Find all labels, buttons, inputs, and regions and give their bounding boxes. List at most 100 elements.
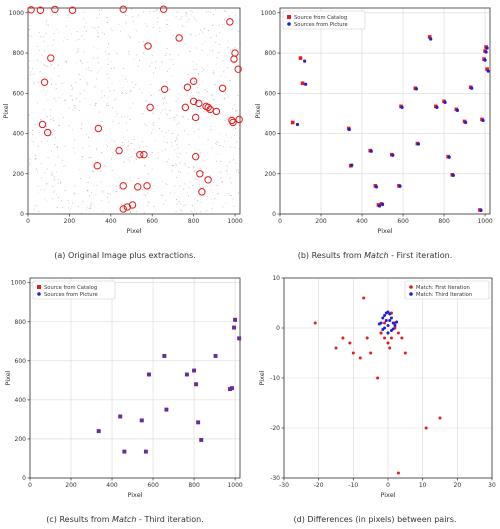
noise-dot <box>74 105 76 106</box>
noise-dot <box>233 135 235 136</box>
noise-dot <box>108 105 110 106</box>
noise-dot <box>177 98 179 100</box>
noise-dot <box>131 155 133 157</box>
noise-dot <box>159 128 161 130</box>
extraction-circle <box>231 49 239 57</box>
noise-dot <box>224 10 225 12</box>
noise-dot <box>107 193 109 195</box>
picture-point <box>443 100 447 104</box>
noise-dot <box>108 43 110 45</box>
noise-dot <box>154 108 156 110</box>
noise-dot <box>103 33 105 35</box>
noise-dot <box>54 144 56 145</box>
noise-dot <box>238 172 240 173</box>
first-iteration-point <box>365 336 369 340</box>
noise-dot <box>118 122 120 124</box>
noise-dot <box>37 185 39 187</box>
noise-dot <box>167 183 169 185</box>
picture-point <box>347 127 351 132</box>
noise-dot <box>108 77 110 79</box>
noise-dot <box>227 67 229 69</box>
noise-dot <box>210 129 212 131</box>
noise-dot <box>47 157 49 158</box>
third-iteration-point <box>377 322 381 326</box>
y-tick-label: 1000 <box>261 10 276 17</box>
picture-point <box>479 208 483 212</box>
noise-dot <box>105 166 107 168</box>
noise-dot <box>169 110 171 112</box>
picture-point <box>380 202 385 206</box>
noise-dot <box>236 141 238 143</box>
extraction-circle <box>230 55 238 63</box>
extraction-circle <box>181 103 190 112</box>
noise-dot <box>215 35 217 37</box>
noise-dot <box>52 174 54 176</box>
extraction-circle <box>68 6 77 14</box>
noise-dot <box>128 141 130 143</box>
noise-dot <box>210 94 212 96</box>
noise-dot <box>220 172 222 174</box>
noise-dot <box>29 163 31 165</box>
noise-dot <box>162 180 164 182</box>
first-iteration-point <box>376 376 380 380</box>
extraction-circle <box>119 5 127 13</box>
noise-dot <box>223 71 225 73</box>
noise-dot <box>68 202 70 204</box>
noise-dot <box>185 127 187 129</box>
noise-dot <box>215 84 217 86</box>
noise-dot <box>123 161 125 163</box>
noise-dot <box>221 181 223 183</box>
first-iteration-point <box>348 341 352 345</box>
series-0 <box>313 296 442 475</box>
noise-dot <box>130 8 132 10</box>
noise-dot <box>228 79 230 81</box>
noise-dot <box>61 83 63 84</box>
noise-dot <box>180 153 182 155</box>
noise-dot <box>182 116 184 118</box>
noise-dot <box>194 19 196 21</box>
extraction-circle <box>119 182 127 190</box>
noise-dot <box>62 159 63 161</box>
noise-dot <box>234 14 236 16</box>
noise-dot <box>115 191 117 193</box>
noise-dot <box>199 186 201 188</box>
noise-dot <box>157 157 159 159</box>
noise-dot <box>83 26 85 28</box>
noise-dot <box>133 139 135 141</box>
noise-dot <box>151 62 153 64</box>
x-axis-label: Pixel <box>126 227 141 235</box>
noise-dot <box>38 81 39 83</box>
noise-dot <box>51 64 53 66</box>
noise-dot <box>176 144 178 146</box>
noise-dot <box>203 171 205 173</box>
noise-dot <box>206 158 208 160</box>
noise-dot <box>93 46 95 48</box>
picture-point <box>369 149 373 153</box>
noise-dot <box>130 91 132 93</box>
noise-dot <box>142 183 144 185</box>
noise-dot <box>93 185 95 187</box>
noise-dot <box>98 111 100 113</box>
noise-dot <box>204 41 206 43</box>
first-iteration-point <box>369 351 373 355</box>
noise-dot <box>192 61 194 63</box>
noise-dot <box>58 75 60 77</box>
picture-point <box>350 163 354 167</box>
noise-dot <box>59 182 61 184</box>
noise-dot <box>132 16 134 18</box>
extraction-circle <box>159 5 168 13</box>
picture-point <box>414 87 418 91</box>
extraction-circle <box>160 85 169 93</box>
x-tick-label: 200 <box>315 218 327 225</box>
noise-dot <box>37 192 39 194</box>
noise-dot <box>111 30 113 31</box>
picture-point <box>451 173 455 177</box>
noise-dot <box>174 192 176 194</box>
noise-dot <box>46 122 48 124</box>
noise-dot <box>110 193 111 195</box>
noise-dot <box>54 176 56 178</box>
y-tick-label: 0 <box>20 211 24 218</box>
noise-dot <box>171 165 173 166</box>
noise-dot <box>179 203 181 205</box>
noise-dot <box>70 33 72 35</box>
